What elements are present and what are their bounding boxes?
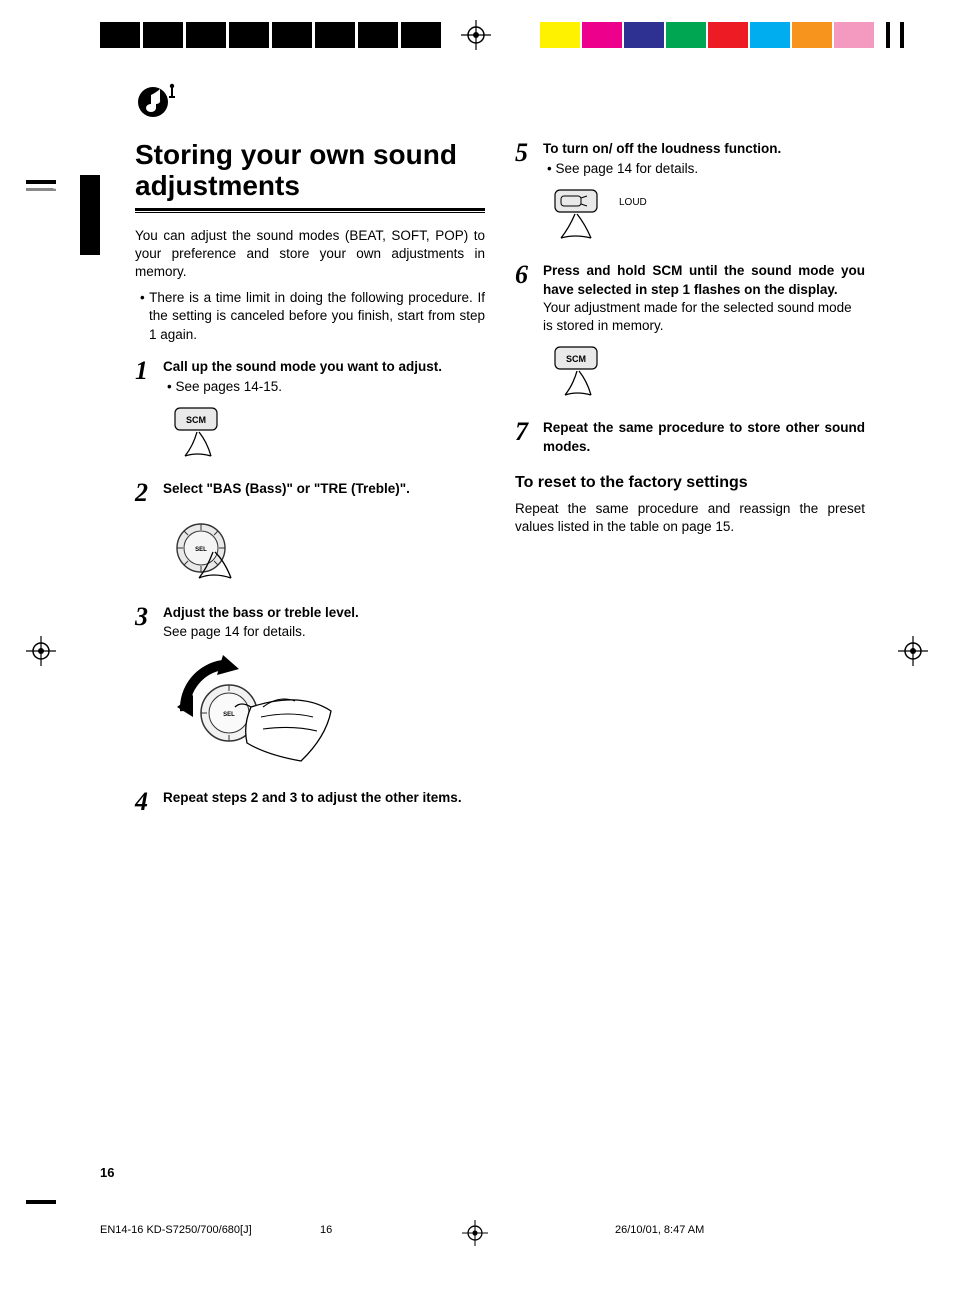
step-1: 1 Call up the sound mode you want to adj… xyxy=(135,358,485,396)
step-title: Repeat the same procedure to store other… xyxy=(543,419,865,455)
loud-label: LOUD xyxy=(619,197,647,208)
step-6: 6 Press and hold SCM until the sound mod… xyxy=(515,262,865,335)
scm-label: SCM xyxy=(566,354,586,364)
step-5: 5 To turn on/ off the loudness function.… xyxy=(515,140,865,178)
music-note-icon xyxy=(135,80,181,120)
page-number: 16 xyxy=(100,1165,114,1180)
registration-mark-right xyxy=(898,636,928,666)
step-2: 2 Select "BAS (Bass)" or "TRE (Treble)". xyxy=(135,480,485,506)
step-title: Adjust the bass or treble level. xyxy=(163,604,485,622)
intro-text: You can adjust the sound modes (BEAT, SO… xyxy=(135,227,485,282)
left-column: Storing your own sound adjustments You c… xyxy=(135,140,485,825)
step-title: To turn on/ off the loudness function. xyxy=(543,140,865,158)
registration-mark-left xyxy=(26,636,56,666)
step-title: Call up the sound mode you want to adjus… xyxy=(163,358,485,376)
footer-file: EN14-16 KD-S7250/700/680[J] xyxy=(100,1224,252,1236)
printer-footer: EN14-16 KD-S7250/700/680[J] 16 26/10/01,… xyxy=(0,1224,954,1244)
dial-rotate-illustration: SEL xyxy=(171,651,485,771)
step-number: 1 xyxy=(135,358,157,384)
sel-label: SEL xyxy=(195,547,207,553)
reset-heading: To reset to the factory settings xyxy=(515,474,865,492)
edge-mark xyxy=(26,1200,56,1204)
black-bars xyxy=(100,22,441,48)
right-column: 5 To turn on/ off the loudness function.… xyxy=(515,140,865,825)
loud-button-illustration: LOUD xyxy=(551,188,865,244)
intro-bullet: • There is a time limit in doing the fol… xyxy=(135,289,485,344)
step-7: 7 Repeat the same procedure to store oth… xyxy=(515,419,865,455)
step-number: 3 xyxy=(135,604,157,630)
dial-press-illustration: SEL xyxy=(171,516,485,586)
step-number: 4 xyxy=(135,789,157,815)
language-label: ENGLISH xyxy=(50,154,66,223)
registration-mark-top xyxy=(461,20,491,50)
color-swatches xyxy=(540,22,874,48)
sel-label: SEL xyxy=(223,712,235,718)
footer-page: 16 xyxy=(320,1224,332,1236)
step-4: 4 Repeat steps 2 and 3 to adjust the oth… xyxy=(135,789,485,815)
page: ENGLISH Storing your own sound adjustmen… xyxy=(0,0,954,1294)
step-number: 7 xyxy=(515,419,537,445)
reset-text: Repeat the same procedure and reassign t… xyxy=(515,500,865,536)
step-number: 6 xyxy=(515,262,537,288)
step-number: 5 xyxy=(515,140,537,166)
content-area: ENGLISH Storing your own sound adjustmen… xyxy=(100,80,870,1190)
step-note: • See page 14 for details. xyxy=(543,160,865,178)
title-rule xyxy=(135,208,485,213)
step-title: Select "BAS (Bass)" or "TRE (Treble)". xyxy=(163,480,485,498)
footer-timestamp: 26/10/01, 8:47 AM xyxy=(615,1224,704,1236)
step-subtext: Your adjustment made for the selected so… xyxy=(543,299,865,335)
registration-mark-bottom xyxy=(462,1220,488,1246)
step-title: Press and hold SCM until the sound mode … xyxy=(543,262,865,298)
step-subtext: See page 14 for details. xyxy=(163,623,485,641)
language-tab: ENGLISH xyxy=(80,175,100,255)
scm-label: SCM xyxy=(186,415,206,425)
scm-button-illustration: SCM xyxy=(551,345,865,401)
step-number: 2 xyxy=(135,480,157,506)
page-title: Storing your own sound adjustments xyxy=(135,140,485,202)
scm-button-illustration: SCM xyxy=(171,406,485,462)
edge-ticks xyxy=(886,22,904,48)
step-note: • See pages 14-15. xyxy=(163,378,485,396)
step-title: Repeat steps 2 and 3 to adjust the other… xyxy=(163,789,485,807)
step-3: 3 Adjust the bass or treble level. See p… xyxy=(135,604,485,640)
printer-marks-top xyxy=(0,22,954,50)
